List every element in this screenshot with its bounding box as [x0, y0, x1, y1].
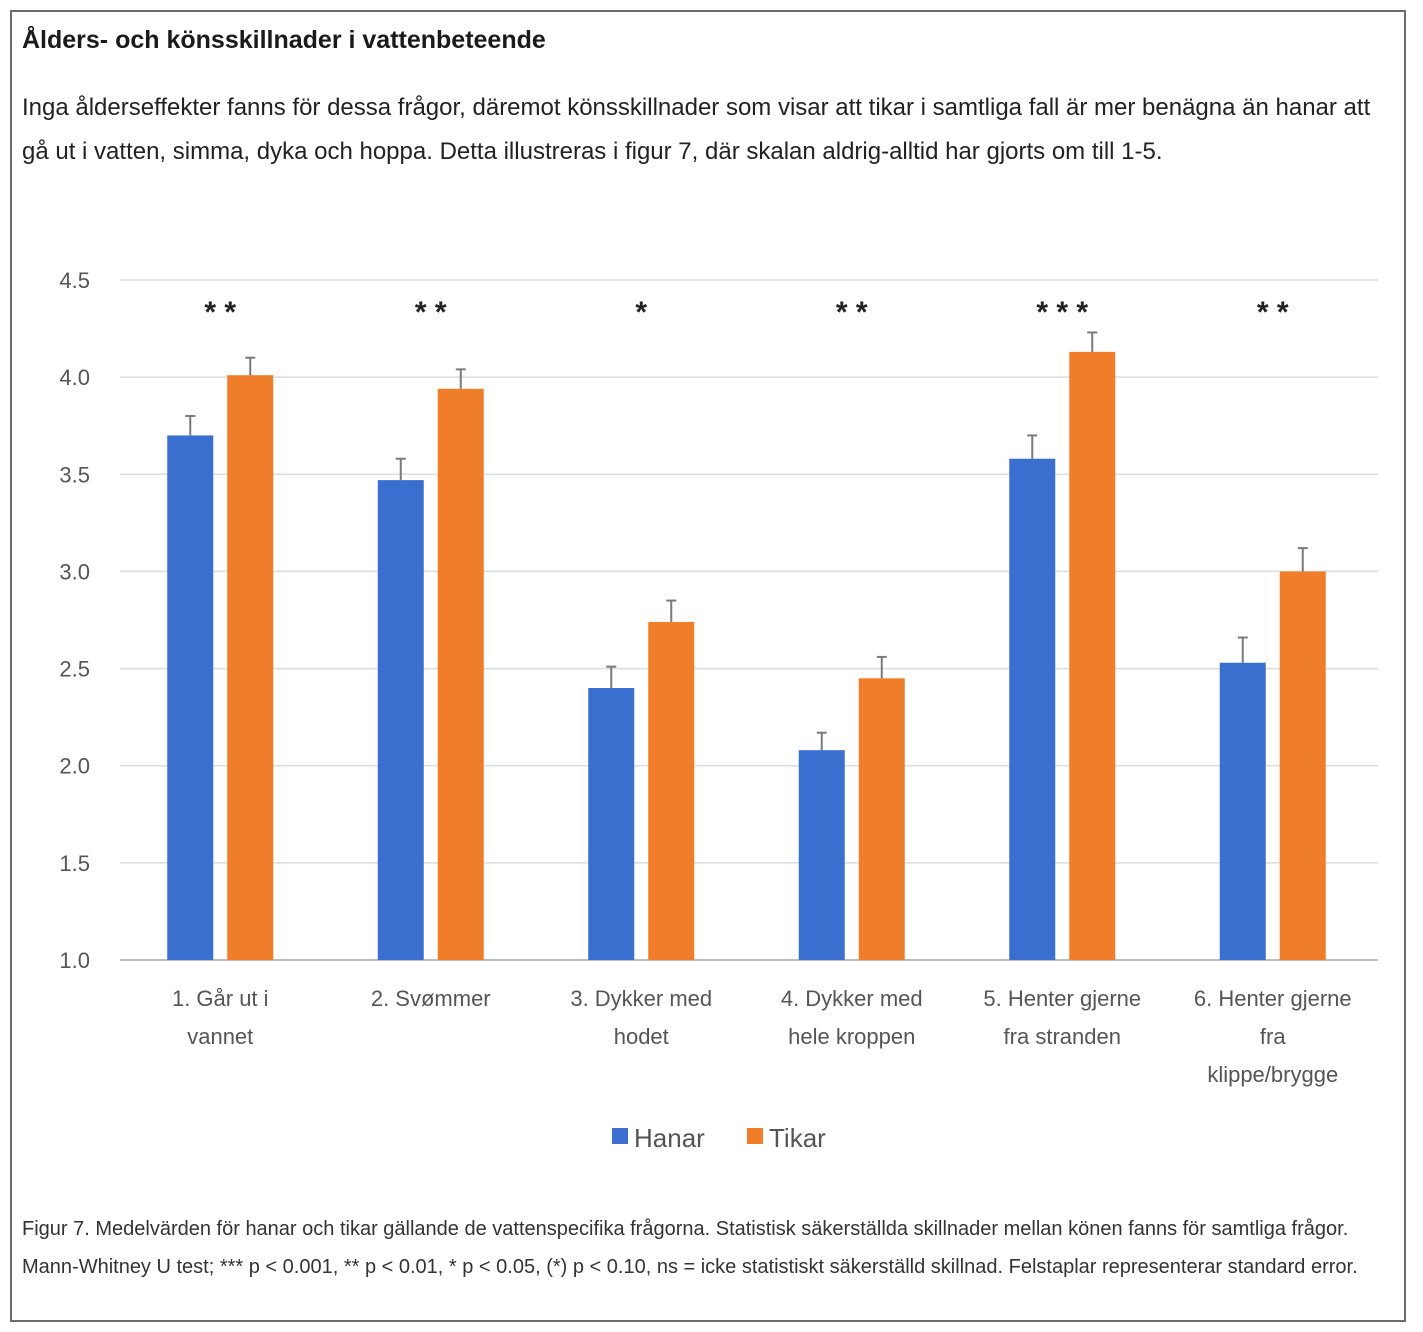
bar-hanar-3	[588, 688, 635, 960]
category-label: vannet	[187, 1024, 253, 1049]
bar-tikar-5	[1069, 351, 1116, 960]
category-label: fra stranden	[1004, 1024, 1121, 1049]
significance-marker: * *	[1257, 296, 1289, 329]
bar-tikar-1	[227, 375, 274, 960]
category-label: hele kroppen	[788, 1024, 915, 1049]
significance-marker: * * *	[1036, 296, 1088, 329]
figure-caption: Figur 7. Medelvärden för hanar och tikar…	[22, 1218, 1358, 1278]
category-label: 2. Svømmer	[371, 986, 491, 1011]
bar-tikar-4	[858, 678, 905, 960]
bar-tikar-2	[437, 388, 484, 960]
intro-paragraph: Inga ålderseffekter fanns för dessa fråg…	[22, 94, 1371, 165]
section-heading: Ålders- och könsskillnader i vattenbetee…	[22, 26, 546, 54]
significance-markers: * * * * * * * * * * * *	[204, 296, 1289, 329]
y-tick-label: 1.0	[59, 948, 90, 973]
y-tick-label: 3.0	[59, 559, 90, 584]
bar-hanar-6	[1219, 662, 1266, 960]
significance-marker: *	[635, 296, 647, 329]
bar-hanar-1	[167, 435, 214, 960]
bar-hanar-2	[377, 480, 424, 960]
y-tick-label: 3.5	[59, 462, 90, 487]
y-tick-label: 4.0	[59, 365, 90, 390]
bar-hanar-4	[798, 750, 845, 960]
bar-tikar-3	[648, 621, 695, 960]
significance-marker: * *	[836, 296, 868, 329]
legend: Hanar Tikar	[612, 1123, 826, 1153]
legend-label-tikar: Tikar	[769, 1123, 826, 1153]
legend-swatch-hanar	[612, 1128, 628, 1144]
category-label: 6. Henter gjerne	[1194, 986, 1352, 1011]
category-label: 5. Henter gjerne	[983, 986, 1141, 1011]
category-label: fra	[1260, 1024, 1286, 1049]
error-bars	[185, 331, 1308, 751]
category-label: 3. Dykker med	[570, 986, 712, 1011]
legend-swatch-tikar	[747, 1128, 763, 1144]
y-tick-label: 2.0	[59, 754, 90, 779]
gridlines	[120, 279, 1378, 961]
bar-hanar-5	[1009, 458, 1056, 960]
category-label: hodet	[614, 1024, 669, 1049]
category-label: 1. Går ut i	[172, 986, 269, 1011]
significance-marker: * *	[415, 296, 447, 329]
y-axis-ticks: 1.0 1.5 2.0 2.5 3.0 3.5 4.0 4.5	[59, 268, 90, 973]
category-label: 4. Dykker med	[781, 986, 923, 1011]
y-tick-label: 1.5	[59, 851, 90, 876]
category-labels: 1. Går ut i vannet 2. Svømmer 3. Dykker med…	[172, 986, 1352, 1087]
significance-marker: * *	[204, 296, 236, 329]
bars	[167, 351, 1326, 960]
bar-tikar-6	[1279, 571, 1326, 960]
y-tick-label: 4.5	[59, 268, 90, 293]
y-tick-label: 2.5	[59, 657, 90, 682]
legend-label-hanar: Hanar	[634, 1123, 705, 1153]
category-label: klippe/brygge	[1207, 1062, 1338, 1087]
